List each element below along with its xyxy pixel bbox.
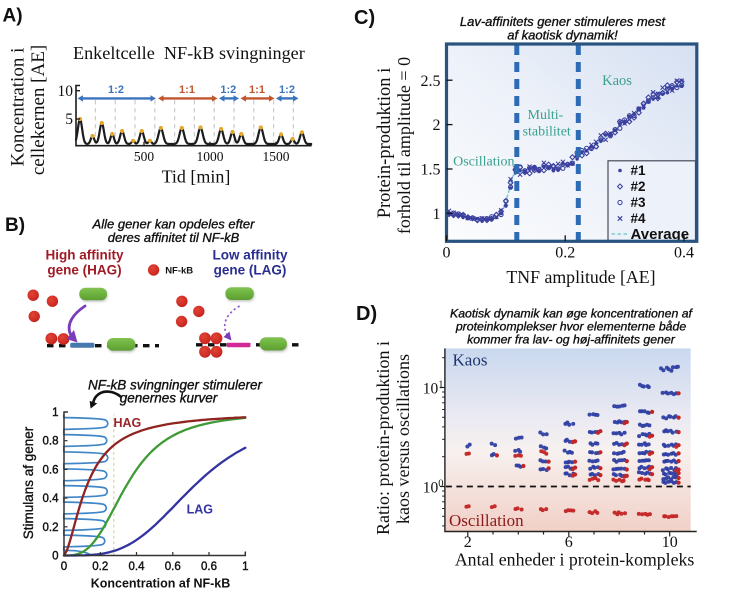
svg-text:10: 10 — [58, 83, 74, 100]
svg-text:1.5: 1.5 — [421, 161, 441, 178]
svg-text:0.8: 0.8 — [43, 436, 59, 448]
svg-text:Antal enheder i protein-komple: Antal enheder i protein-kompleks — [455, 550, 695, 570]
svg-text:0.4: 0.4 — [674, 245, 694, 262]
svg-text:Protein-produktion i: Protein-produktion i — [375, 68, 395, 219]
svg-text:1: 1 — [52, 407, 58, 419]
svg-text:0.2: 0.2 — [555, 245, 575, 262]
svg-text:#4: #4 — [631, 211, 647, 226]
svg-text:2: 2 — [433, 117, 441, 134]
svg-text:Ratio: protein-produktion i: Ratio: protein-produktion i — [373, 341, 393, 535]
svg-text:C): C) — [354, 7, 375, 29]
svg-text:Tid [min]: Tid [min] — [162, 167, 231, 187]
svg-text:0: 0 — [52, 551, 58, 563]
svg-text:1:1: 1:1 — [249, 84, 265, 96]
svg-text:1: 1 — [433, 206, 441, 223]
svg-text:kommer fra lav- og høj-affinit: kommer fra lav- og høj-affinitets gener — [467, 333, 676, 347]
svg-text:D): D) — [356, 303, 377, 325]
svg-text:Kaos: Kaos — [602, 73, 632, 89]
svg-text:6: 6 — [565, 534, 573, 551]
svg-text:Average: Average — [631, 226, 690, 243]
svg-text:kaos versus oscillations: kaos versus oscillations — [393, 354, 413, 524]
svg-text:#3: #3 — [631, 195, 647, 210]
svg-text:Kaotisk dynamik kan øge koncen: Kaotisk dynamik kan øge koncentrationen … — [450, 307, 694, 321]
svg-text:High affinity: High affinity — [46, 248, 124, 263]
svg-text:0.2: 0.2 — [43, 522, 59, 534]
svg-text:NF-kB svingninger stimulerer: NF-kB svingninger stimulerer — [88, 378, 263, 393]
svg-text:1:2: 1:2 — [220, 84, 236, 96]
svg-text:HAG: HAG — [114, 416, 142, 430]
svg-text:0.4: 0.4 — [43, 493, 60, 505]
svg-text:2.5: 2.5 — [421, 73, 441, 90]
svg-text:B): B) — [5, 215, 25, 236]
svg-text:Low affinity: Low affinity — [213, 248, 288, 263]
svg-text:forhold til amplitude = 0: forhold til amplitude = 0 — [394, 57, 414, 234]
svg-text:0: 0 — [443, 245, 451, 262]
svg-text:#2: #2 — [631, 179, 646, 194]
svg-text:1000: 1000 — [197, 149, 224, 164]
svg-text:500: 500 — [134, 149, 155, 164]
svg-text:cellekernen [AE]: cellekernen [AE] — [28, 45, 49, 175]
svg-text:1:2: 1:2 — [108, 84, 124, 96]
svg-text:1500: 1500 — [263, 149, 290, 164]
svg-text:101: 101 — [423, 380, 444, 398]
svg-text:10: 10 — [662, 534, 678, 551]
svg-text:Oscillation: Oscillation — [449, 511, 524, 530]
svg-text:2: 2 — [464, 534, 472, 551]
svg-text:genernes kurver: genernes kurver — [120, 391, 218, 406]
svg-text:af kaotisk dynamik!: af kaotisk dynamik! — [507, 28, 618, 43]
svg-text:LAG: LAG — [187, 503, 213, 517]
svg-text:0.6: 0.6 — [165, 561, 181, 573]
svg-text:0.6: 0.6 — [43, 464, 59, 476]
svg-text:gene (LAG): gene (LAG) — [214, 263, 287, 278]
svg-text:Lav-affinitets gener stimulere: Lav-affinitets gener stimuleres mest — [460, 14, 667, 29]
svg-text:0: 0 — [61, 561, 67, 573]
svg-text:Koncentration af NF-kB: Koncentration af NF-kB — [91, 577, 231, 591]
svg-text:5: 5 — [65, 111, 73, 128]
svg-text:TNF amplitude [AE]: TNF amplitude [AE] — [506, 267, 655, 287]
svg-text:1: 1 — [242, 561, 248, 573]
svg-text:Stimulans af gener: Stimulans af gener — [21, 426, 36, 539]
svg-text:#1: #1 — [631, 163, 647, 178]
svg-text:Alle gener kan opdeles efter: Alle gener kan opdeles efter — [92, 217, 256, 232]
svg-text:Multi-: Multi- — [528, 108, 564, 123]
svg-text:0.2: 0.2 — [92, 561, 108, 573]
svg-text:0.4: 0.4 — [129, 561, 146, 573]
svg-text:0.6: 0.6 — [201, 561, 217, 573]
svg-text:deres affinitet til NF-kB: deres affinitet til NF-kB — [108, 230, 240, 245]
svg-text:stabilitet: stabilitet — [523, 125, 571, 140]
svg-text:proteinkomplekser hvor element: proteinkomplekser hvor elementerne både — [455, 320, 687, 334]
svg-text:gene (HAG): gene (HAG) — [47, 263, 121, 278]
svg-text:1:2: 1:2 — [279, 84, 295, 96]
svg-text:A): A) — [3, 6, 23, 27]
svg-text:Kaos: Kaos — [453, 351, 488, 370]
svg-text:100: 100 — [423, 479, 444, 497]
svg-text:Enkeltcelle NF-kB svingninger: Enkeltcelle NF-kB svingninger — [73, 43, 305, 63]
svg-text:Koncentration i: Koncentration i — [8, 48, 29, 167]
svg-text:1:1: 1:1 — [179, 84, 195, 96]
svg-text:NF-kB: NF-kB — [165, 266, 193, 277]
svg-text:Oscillation: Oscillation — [453, 155, 514, 170]
